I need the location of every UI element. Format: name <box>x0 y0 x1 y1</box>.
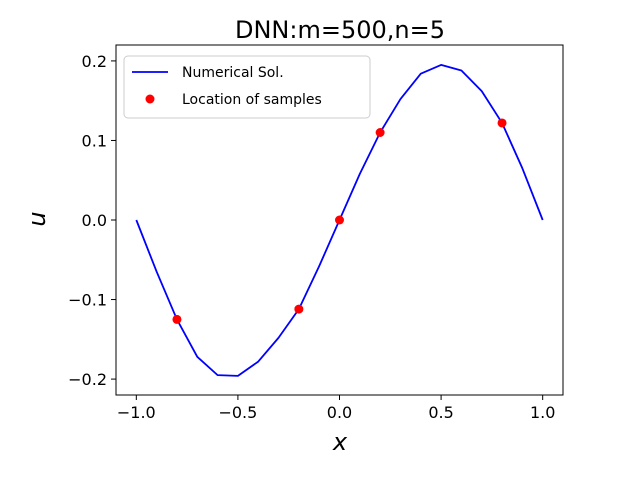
sample-point-0 <box>172 314 182 324</box>
legend-box <box>123 55 371 119</box>
sample-point-2 <box>335 215 344 225</box>
chart-title: DNN:m=500,n=5 <box>235 16 445 44</box>
x-tick-label-1: −0.5 <box>218 403 257 422</box>
y-tick-label-4: 0.2 <box>82 52 107 71</box>
x-tick-label-4: 1.0 <box>530 403 555 422</box>
x-tick-label-0: −1.0 <box>117 403 156 422</box>
y-tick-label-0: −0.2 <box>68 370 107 389</box>
plot-area: −1.0 −0.5 0.0 0.5 1.0 −0.2 −0.1 0.0 0.1 0.2 <box>68 44 564 422</box>
sample-point-1 <box>294 304 304 314</box>
x-axis-label: x <box>332 428 348 456</box>
y-tick-label-2: 0.0 <box>82 211 107 230</box>
x-tick-label-3: 0.5 <box>428 403 453 422</box>
legend-label-1: Location of samples <box>182 92 322 108</box>
y-axis-label: u <box>23 211 51 226</box>
legend-marker-swatch <box>145 94 155 104</box>
y-tick-label-1: −0.1 <box>68 291 107 310</box>
legend: Numerical Sol. Location of samples <box>123 55 371 119</box>
legend-label-0: Numerical Sol. <box>182 65 284 81</box>
sample-point-4 <box>497 118 507 128</box>
y-tick-label-3: 0.1 <box>82 131 107 150</box>
sample-point-3 <box>375 128 385 137</box>
x-tick-label-2: 0.0 <box>327 403 352 422</box>
